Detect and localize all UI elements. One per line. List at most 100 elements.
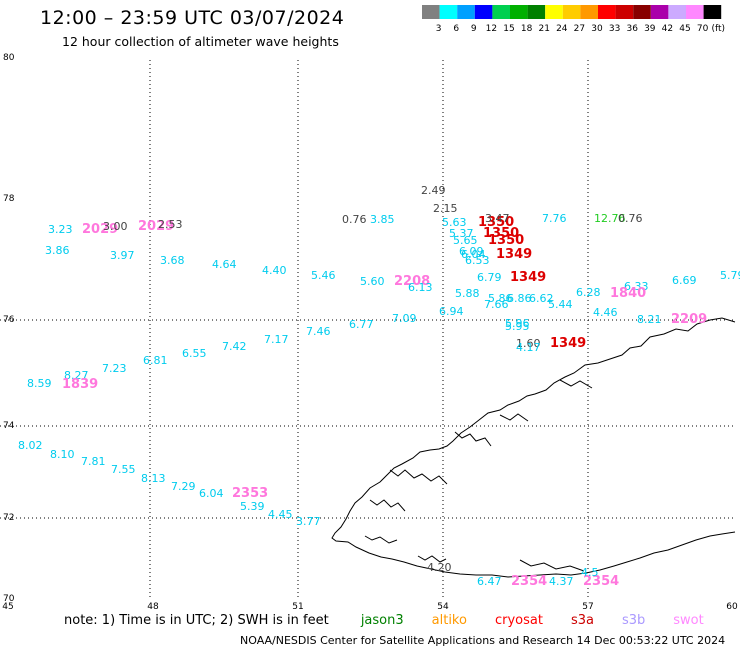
- wave-height-label: 5.60: [360, 275, 385, 288]
- wave-height-label: 5.88: [455, 287, 480, 300]
- wave-height-label: 7.76: [542, 212, 567, 225]
- wave-height-label: 6.62: [529, 292, 554, 305]
- wave-height-label: 7.66: [484, 298, 509, 311]
- legend-label: 45: [679, 24, 690, 34]
- wave-height-label: 2209: [671, 312, 707, 327]
- footer-note: note: 1) Time is in UTC; 2) SWH is in fe…: [64, 613, 704, 628]
- wave-height-label: 8.02: [18, 439, 43, 452]
- wave-height-label: 6.86: [507, 292, 532, 305]
- legend-swatch: [580, 5, 598, 19]
- legend-swatch: [703, 5, 722, 19]
- legend-swatch: [686, 5, 704, 19]
- wave-height-label: 6.81: [143, 354, 168, 367]
- wave-height-label: 1839: [62, 377, 98, 392]
- legend-swatch: [633, 5, 651, 19]
- wave-height-label: 5.86: [488, 292, 513, 305]
- legend-label: 3: [436, 24, 442, 34]
- wave-height-label: 6.79: [477, 271, 502, 284]
- satellite-label: cryosat: [494, 613, 543, 628]
- graticule: [0, 60, 735, 598]
- legend-swatch: [650, 5, 669, 19]
- lon-label: 45: [2, 602, 13, 612]
- wave-height-label: 3.23: [48, 223, 73, 236]
- legend-label: 30: [591, 24, 603, 34]
- satellite-legend: jason3 altiko cryosat s3a s3b swot: [333, 613, 704, 628]
- legend-label: 15: [503, 24, 514, 34]
- wave-height-label: 0.76: [618, 212, 643, 225]
- wave-height-label: 8.21: [637, 313, 662, 326]
- wave-height-label: 4.5: [581, 566, 599, 579]
- wave-height-label: 1350: [483, 226, 519, 241]
- wave-height-label: 1.60: [516, 337, 541, 350]
- satellite-label: altiko: [431, 613, 467, 628]
- wave-height-label: 6.47: [477, 575, 502, 588]
- wave-height-label: 4.46: [593, 306, 618, 319]
- legend-label: 18: [521, 24, 533, 34]
- wave-height-label: 7.09: [392, 312, 417, 325]
- wave-height-label: 4.37: [549, 575, 574, 588]
- wave-height-label: 12.76: [594, 212, 626, 225]
- legend-label: 33: [609, 24, 620, 34]
- wave-height-label: 8.59: [27, 377, 52, 390]
- wave-height-label: 2.49: [421, 184, 446, 197]
- color-legend: 3 6 9 12 15 18 21 24 27 30 33 36 39 42 45 70 (ft): [422, 5, 725, 34]
- lon-label: 60: [726, 602, 738, 612]
- wave-height-label: 3.00: [103, 220, 128, 233]
- wave-height-label: 7.55: [111, 463, 136, 476]
- satellite-label: swot: [673, 613, 704, 628]
- wave-height-label: 8.27: [64, 369, 89, 382]
- axis-labels: 45 48 51 54 57 60 80 78 76 74 72 70: [2, 53, 738, 612]
- satellite-label: s3a: [570, 613, 594, 628]
- legend-swatch: [545, 5, 563, 19]
- wave-height-label: 3.86: [45, 244, 70, 257]
- legend-label: 70: [697, 24, 709, 34]
- credit-line: NOAA/NESDIS Center for Satellite Applica…: [240, 634, 726, 647]
- wave-height-label: 7.17: [264, 333, 289, 346]
- wave-height-label: 6.53: [465, 254, 490, 267]
- legend-label: 21: [538, 24, 549, 34]
- wave-height-label: 4.17: [516, 341, 541, 354]
- lon-label: 51: [292, 602, 303, 612]
- lat-label: 70: [3, 594, 15, 604]
- wave-height-label: 6.94: [439, 305, 464, 318]
- legend-label: 42: [662, 24, 673, 34]
- legend-label: 12: [486, 24, 497, 34]
- wave-height-label: 6.55: [182, 347, 207, 360]
- wave-height-label: 2208: [394, 274, 430, 289]
- wave-height-label: 4.20: [427, 561, 452, 574]
- wave-height-label: 2029: [82, 222, 118, 237]
- wave-height-label: 5.46: [311, 269, 336, 282]
- wave-height-label: 3.85: [370, 213, 395, 226]
- wave-height-label: 6.04: [461, 248, 486, 261]
- wave-height-label: 1349: [550, 336, 586, 351]
- wave-height-label: 2.53: [158, 218, 183, 231]
- wave-height-label: 8.10: [50, 448, 75, 461]
- wave-height-label: 6.69: [672, 274, 697, 287]
- legend-label: 27: [574, 24, 585, 34]
- legend-swatch: [439, 5, 458, 19]
- legend-swatch: [598, 5, 616, 19]
- wave-height-label: 4.64: [212, 258, 237, 271]
- wave-height-label: 3.47: [485, 212, 510, 225]
- wave-height-label: 7.23: [102, 362, 127, 375]
- wave-height-label: 1840: [610, 286, 646, 301]
- legend-swatch: [422, 5, 440, 19]
- lat-label: 74: [3, 421, 15, 431]
- wave-height-label: 7.81: [81, 455, 106, 468]
- page-subtitle: 12 hour collection of altimeter wave hei…: [62, 34, 339, 49]
- wave-height-label: 6.33: [624, 280, 649, 293]
- lon-label: 48: [147, 602, 159, 612]
- legend-swatch: [510, 5, 528, 19]
- wave-height-label: 5.65: [453, 234, 478, 247]
- wave-height-label: 4.40: [262, 264, 287, 277]
- wave-height-label: 6.04: [199, 487, 224, 500]
- wave-height-label: 8.13: [141, 472, 166, 485]
- wave-height-label: 5.44: [548, 298, 573, 311]
- wave-height-label: 2354: [511, 574, 547, 589]
- legend-swatch: [527, 5, 546, 19]
- wave-height-label: 5.79: [720, 269, 740, 282]
- wave-height-label: 0.76: [342, 213, 367, 226]
- satellite-label: jason3: [360, 613, 404, 628]
